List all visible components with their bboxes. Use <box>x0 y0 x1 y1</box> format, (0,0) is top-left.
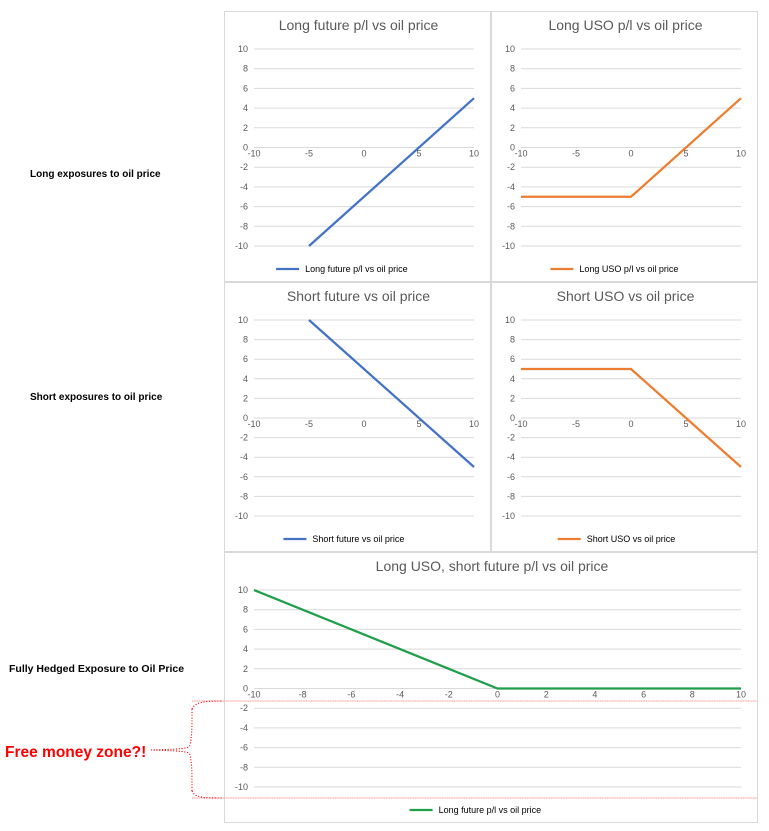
svg-text:10: 10 <box>736 149 746 159</box>
svg-text:10: 10 <box>736 690 746 700</box>
svg-text:-4: -4 <box>396 690 404 700</box>
svg-text:6: 6 <box>243 83 248 93</box>
svg-text:0: 0 <box>361 149 366 159</box>
svg-text:4: 4 <box>243 374 248 384</box>
svg-text:Long USO, short future p/l vs: Long USO, short future p/l vs oil price <box>376 558 609 574</box>
svg-text:2: 2 <box>510 123 515 133</box>
svg-text:Long USO p/l vs oil price: Long USO p/l vs oil price <box>548 17 702 33</box>
svg-text:-10: -10 <box>247 690 260 700</box>
svg-text:-6: -6 <box>347 690 355 700</box>
svg-text:8: 8 <box>243 605 248 615</box>
svg-text:2: 2 <box>243 393 248 403</box>
svg-text:-4: -4 <box>240 182 248 192</box>
svg-text:10: 10 <box>505 315 515 325</box>
svg-text:Long future p/l vs oil price: Long future p/l vs oil price <box>439 805 542 815</box>
svg-text:10: 10 <box>469 419 479 429</box>
svg-text:-2: -2 <box>507 162 515 172</box>
svg-text:-10: -10 <box>502 511 515 521</box>
svg-text:-2: -2 <box>240 703 248 713</box>
svg-text:-4: -4 <box>507 452 515 462</box>
svg-text:0: 0 <box>628 419 633 429</box>
svg-text:4: 4 <box>510 374 515 384</box>
svg-text:-4: -4 <box>240 723 248 733</box>
svg-text:2: 2 <box>243 664 248 674</box>
svg-text:10: 10 <box>736 419 746 429</box>
svg-text:-8: -8 <box>299 690 307 700</box>
svg-text:Long future p/l vs oil price: Long future p/l vs oil price <box>305 264 408 274</box>
svg-text:-4: -4 <box>507 182 515 192</box>
svg-text:2: 2 <box>243 123 248 133</box>
svg-text:-8: -8 <box>240 762 248 772</box>
svg-text:-5: -5 <box>572 419 580 429</box>
svg-text:8: 8 <box>510 64 515 74</box>
svg-text:4: 4 <box>592 690 597 700</box>
svg-text:-5: -5 <box>572 149 580 159</box>
svg-text:-6: -6 <box>507 472 515 482</box>
svg-text:-6: -6 <box>507 202 515 212</box>
svg-text:-8: -8 <box>240 221 248 231</box>
svg-text:2: 2 <box>544 690 549 700</box>
svg-text:6: 6 <box>510 83 515 93</box>
svg-text:Long future p/l vs oil price: Long future p/l vs oil price <box>279 17 439 33</box>
svg-text:-10: -10 <box>514 149 527 159</box>
svg-text:Short USO vs oil price: Short USO vs oil price <box>587 534 676 544</box>
svg-text:-8: -8 <box>507 491 515 501</box>
svg-text:-10: -10 <box>247 419 260 429</box>
svg-text:Short future vs oil price: Short future vs oil price <box>312 534 404 544</box>
svg-text:-8: -8 <box>240 491 248 501</box>
svg-text:10: 10 <box>238 585 248 595</box>
svg-text:-2: -2 <box>507 433 515 443</box>
svg-text:6: 6 <box>510 354 515 364</box>
svg-text:4: 4 <box>510 103 515 113</box>
svg-text:2: 2 <box>510 393 515 403</box>
svg-text:Short USO vs oil price: Short USO vs oil price <box>557 288 695 304</box>
svg-text:10: 10 <box>238 315 248 325</box>
svg-text:-10: -10 <box>235 511 248 521</box>
svg-text:6: 6 <box>243 354 248 364</box>
svg-text:10: 10 <box>505 44 515 54</box>
svg-text:-2: -2 <box>240 162 248 172</box>
svg-text:-6: -6 <box>240 472 248 482</box>
svg-text:-4: -4 <box>240 452 248 462</box>
svg-text:8: 8 <box>690 690 695 700</box>
svg-text:-10: -10 <box>235 241 248 251</box>
svg-text:-8: -8 <box>507 221 515 231</box>
svg-text:-6: -6 <box>240 743 248 753</box>
svg-text:Short future vs oil price: Short future vs oil price <box>287 288 430 304</box>
svg-text:-2: -2 <box>445 690 453 700</box>
svg-text:6: 6 <box>641 690 646 700</box>
svg-text:8: 8 <box>243 335 248 345</box>
svg-text:8: 8 <box>243 64 248 74</box>
svg-text:6: 6 <box>243 624 248 634</box>
svg-text:-10: -10 <box>502 241 515 251</box>
svg-text:-10: -10 <box>235 782 248 792</box>
svg-text:0: 0 <box>495 690 500 700</box>
svg-text:-6: -6 <box>240 202 248 212</box>
svg-text:8: 8 <box>510 335 515 345</box>
svg-text:4: 4 <box>243 644 248 654</box>
svg-text:-5: -5 <box>305 149 313 159</box>
svg-text:4: 4 <box>243 103 248 113</box>
svg-text:Long USO p/l vs oil price: Long USO p/l vs oil price <box>579 264 678 274</box>
svg-text:-10: -10 <box>247 149 260 159</box>
svg-text:0: 0 <box>628 149 633 159</box>
svg-text:10: 10 <box>469 149 479 159</box>
svg-text:-10: -10 <box>514 419 527 429</box>
svg-text:10: 10 <box>238 44 248 54</box>
svg-text:-5: -5 <box>305 419 313 429</box>
svg-text:-2: -2 <box>240 433 248 443</box>
svg-text:0: 0 <box>361 419 366 429</box>
